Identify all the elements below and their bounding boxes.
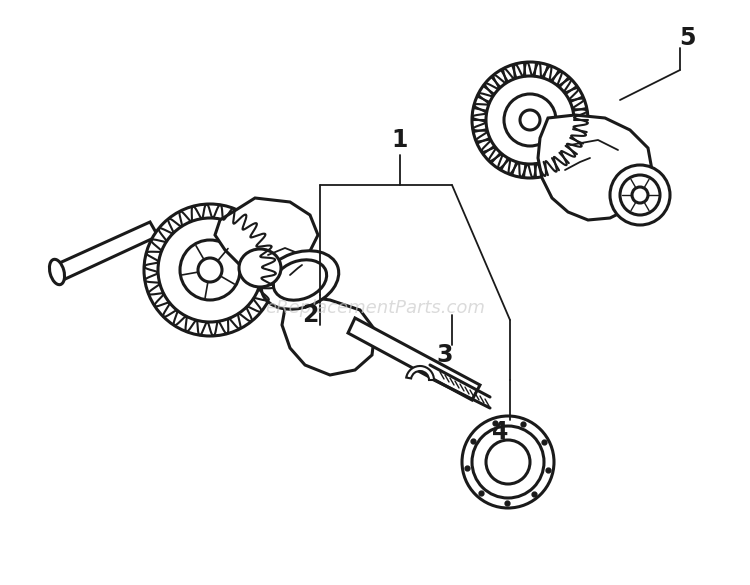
Circle shape bbox=[180, 240, 240, 300]
Text: 5: 5 bbox=[679, 26, 695, 50]
Ellipse shape bbox=[273, 260, 327, 300]
Text: 1: 1 bbox=[392, 128, 408, 152]
Circle shape bbox=[520, 110, 540, 130]
Polygon shape bbox=[215, 198, 318, 270]
Ellipse shape bbox=[261, 251, 339, 309]
Circle shape bbox=[610, 165, 670, 225]
Polygon shape bbox=[348, 318, 480, 400]
Circle shape bbox=[198, 258, 222, 282]
Circle shape bbox=[486, 76, 574, 164]
Polygon shape bbox=[538, 115, 652, 220]
Circle shape bbox=[504, 94, 556, 146]
Circle shape bbox=[472, 426, 544, 498]
Wedge shape bbox=[406, 366, 434, 380]
Polygon shape bbox=[282, 295, 375, 375]
Ellipse shape bbox=[239, 249, 281, 287]
Circle shape bbox=[472, 62, 588, 178]
Circle shape bbox=[462, 416, 554, 508]
Circle shape bbox=[620, 175, 660, 215]
Circle shape bbox=[144, 204, 276, 336]
Text: 2: 2 bbox=[302, 303, 318, 327]
Polygon shape bbox=[55, 222, 158, 280]
Text: eReplacementParts.com: eReplacementParts.com bbox=[265, 299, 485, 317]
Text: 4: 4 bbox=[492, 420, 508, 444]
Circle shape bbox=[486, 440, 530, 484]
Ellipse shape bbox=[50, 259, 64, 285]
Circle shape bbox=[632, 187, 648, 203]
Text: 3: 3 bbox=[436, 343, 453, 367]
Circle shape bbox=[158, 218, 262, 322]
